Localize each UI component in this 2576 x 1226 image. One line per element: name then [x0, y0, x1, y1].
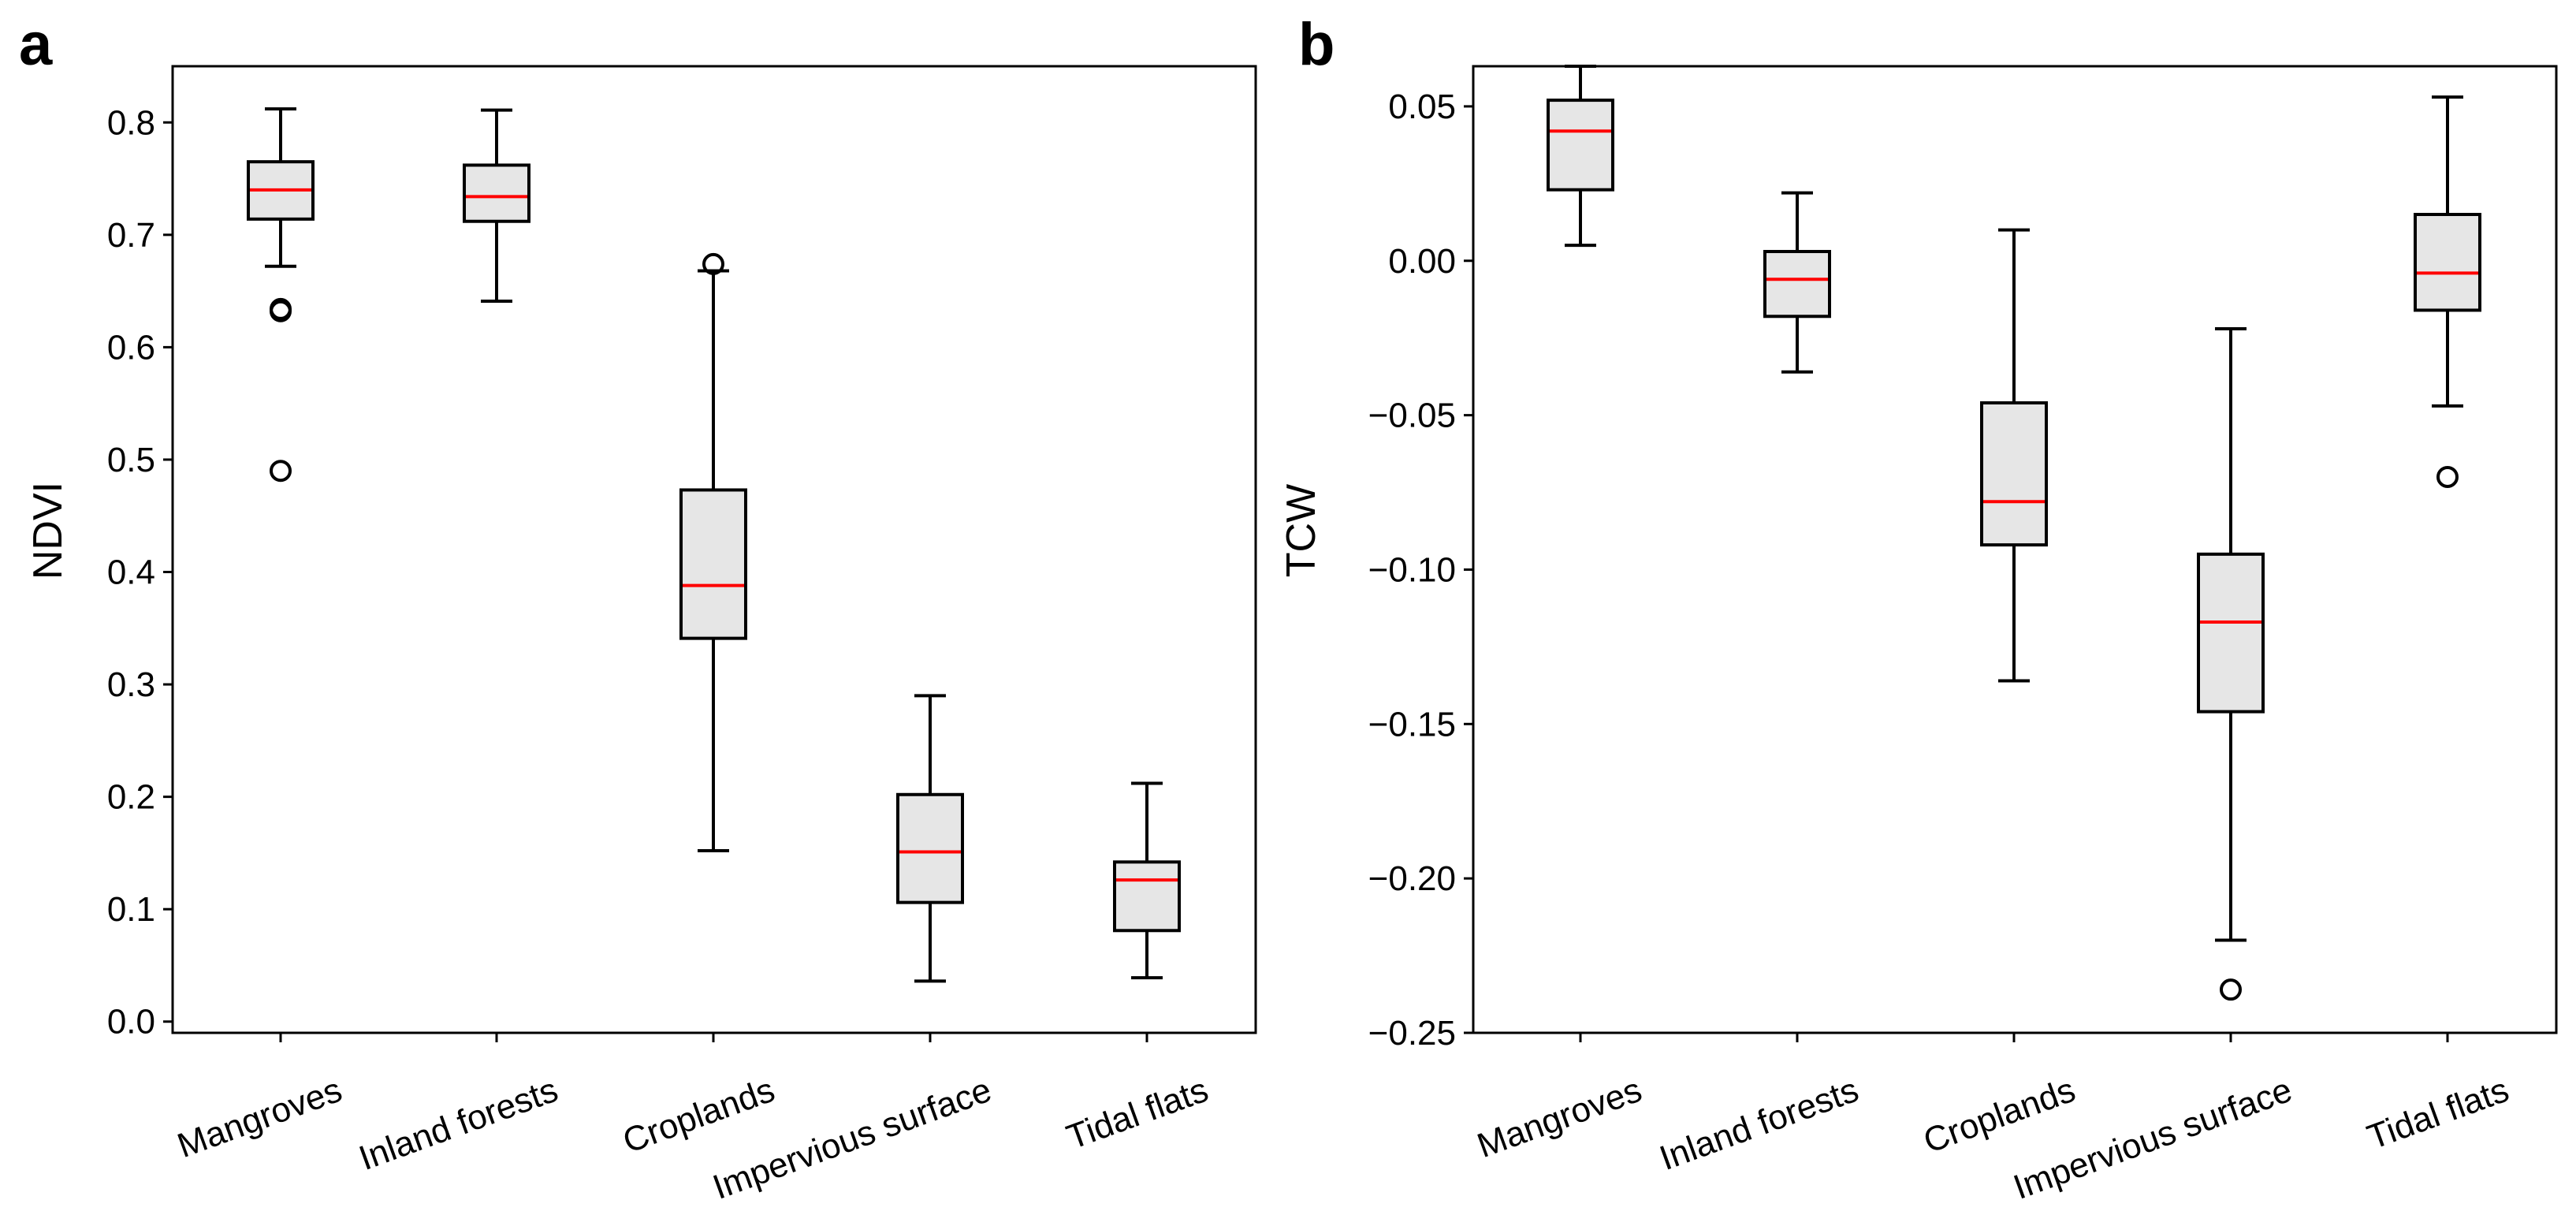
outlier-point — [2220, 978, 2242, 1001]
panel-b-categories: Mangroves Inland forests CroplandsImpervio… — [1472, 1033, 2514, 1207]
panel-a-box-mangroves — [247, 107, 315, 483]
panel-a-box-impervious-surface — [896, 694, 964, 983]
panel-a-ndvi: a NDVI 0.0 0.1 0.2 0.3 0.4 0.5 0.6 0.7 0.8 Mangr… — [19, 11, 1257, 1207]
iqr-box — [896, 792, 964, 904]
panel-a-y-tick-label: 0.7 — [107, 216, 155, 255]
panel-b-y-tick-label: −0.05 — [1368, 397, 1456, 435]
panel-a-y-tick-label: 0.4 — [107, 553, 155, 592]
iqr-box — [1113, 860, 1181, 933]
panel-a-box-inland-forests — [463, 108, 530, 303]
iqr-box — [1980, 401, 2048, 547]
panel-a-y-tick-label: 0.0 — [107, 1003, 155, 1042]
panel-b-box-mangroves — [1547, 65, 1614, 248]
outlier-point — [2436, 465, 2459, 488]
panel-b-box-inland-forests — [1763, 191, 1831, 374]
outlier-point — [270, 460, 292, 483]
iqr-box — [1763, 250, 1831, 319]
panel-a-y-tick-label: 0.5 — [107, 441, 155, 479]
panel-b-category-label: Tidal flats — [2362, 1071, 2514, 1157]
panel-b-boxes — [1547, 65, 2481, 1001]
panel-a-plot-frame — [171, 65, 1257, 1034]
panel-a-y-axis-label: NDVI — [25, 482, 71, 579]
panel-a-y-tick-label: 0.1 — [107, 890, 155, 929]
panel-b-y-tick-label: −0.20 — [1368, 859, 1456, 898]
panel-b-box-impervious-surface — [2197, 326, 2265, 1001]
panel-a-category-label: Inland forests — [354, 1071, 563, 1178]
iqr-box — [2197, 552, 2265, 714]
panel-b-y-tick-label: 0.05 — [1388, 88, 1456, 126]
panel-b-y-tick-label: −0.15 — [1368, 705, 1456, 743]
panel-a-boxes — [247, 107, 1181, 983]
iqr-box — [679, 488, 747, 640]
panel-a-category-label: Croplands — [618, 1071, 780, 1161]
panel-a-y-ticks: 0.0 0.1 0.2 0.3 0.4 0.5 0.6 0.7 0.8 — [107, 103, 173, 1042]
panel-b-category-label: Inland forests — [1655, 1071, 1863, 1178]
iqr-box — [2414, 213, 2481, 312]
panel-a-y-tick-label: 0.2 — [107, 778, 155, 817]
panel-a-y-tick-label: 0.6 — [107, 328, 155, 367]
panel-b-y-axis-label: TCW — [1279, 484, 1324, 577]
panel-b-plot-frame — [1472, 65, 2558, 1034]
panel-a-letter: a — [19, 11, 53, 78]
panel-a-category-label: Tidal flats — [1062, 1071, 1213, 1157]
panel-a-box-croplands — [679, 252, 747, 853]
panel-b-y-ticks: 0.05 0.00 −0.05 −0.10 −0.15 −0.20 −0.25 — [1368, 88, 1473, 1053]
panel-a-categories: Mangroves Inland forests CroplandsImpervio… — [173, 1033, 1213, 1207]
iqr-box — [1547, 99, 1614, 192]
panel-b-letter: b — [1298, 11, 1335, 78]
panel-b-tcw: b TCW 0.050.00−0.05−0.10−0.15−0.20−0.25 … — [1279, 11, 2558, 1207]
panel-a-category-label: Mangroves — [173, 1071, 347, 1165]
panel-a-y-tick-label: 0.8 — [107, 103, 155, 142]
panel-b-y-tick-label: −0.10 — [1368, 550, 1456, 589]
iqr-box — [463, 163, 530, 223]
panel-b-box-croplands — [1980, 228, 2048, 683]
outlier-point — [270, 297, 292, 320]
panel-b-category-label: Croplands — [1919, 1071, 2080, 1161]
panel-b-box-tidal-flats — [2414, 95, 2481, 488]
panel-b-y-tick-label: −0.25 — [1368, 1014, 1456, 1053]
panel-a-y-tick-label: 0.3 — [107, 665, 155, 704]
panel-b-y-tick-label: 0.00 — [1388, 242, 1456, 281]
panel-a-box-tidal-flats — [1113, 781, 1181, 980]
outlier-point — [702, 252, 724, 275]
panel-b-category-label: Mangroves — [1472, 1071, 1647, 1165]
